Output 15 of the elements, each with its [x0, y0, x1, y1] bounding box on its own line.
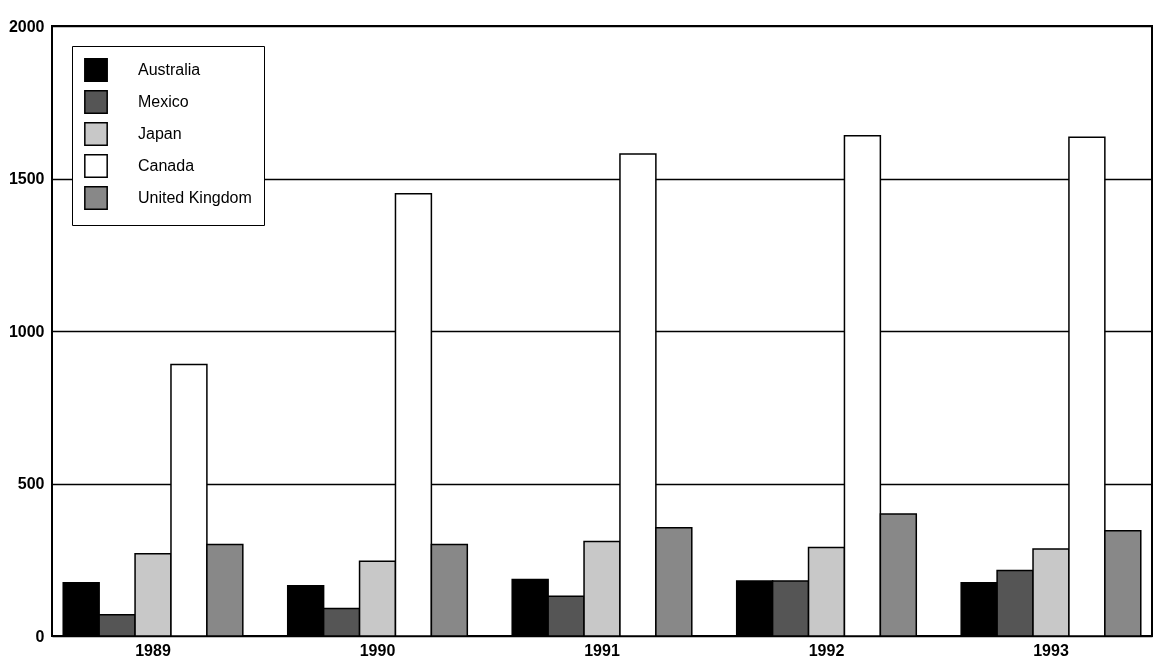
x-tick-label: 1991: [584, 641, 620, 659]
x-tick-label: 1993: [1033, 641, 1069, 659]
x-tick-label: 1992: [808, 641, 845, 659]
legend-label: Japan: [138, 125, 182, 142]
y-tick-label: 2000: [8, 17, 45, 35]
y-tick-label: 0: [35, 627, 45, 645]
legend-label: Canada: [138, 157, 195, 174]
legend-label: United Kingdom: [138, 189, 252, 206]
x-tick-label: 1989: [135, 641, 171, 659]
y-tick-label: 1000: [8, 322, 45, 340]
y-tick-label: 500: [17, 475, 45, 492]
y-tick-label: 1500: [8, 170, 45, 187]
legend-label: Mexico: [138, 93, 189, 110]
legend-label: Australia: [138, 61, 201, 78]
x-tick-label: 1990: [359, 641, 396, 659]
